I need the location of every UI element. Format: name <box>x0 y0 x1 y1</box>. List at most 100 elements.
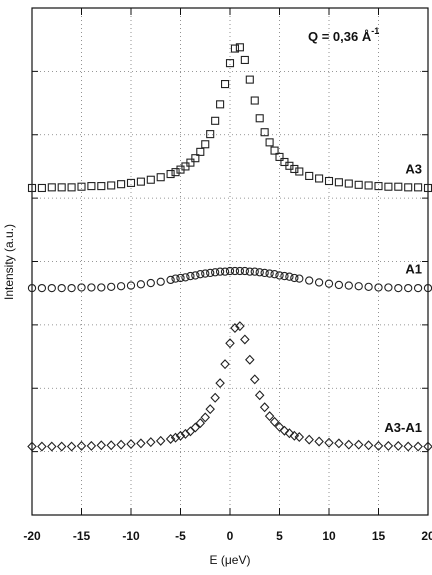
marker-circle <box>107 282 116 291</box>
data-point <box>354 180 363 189</box>
marker-diamond <box>393 440 404 451</box>
data-point <box>245 267 254 276</box>
data-point <box>260 268 269 278</box>
marker-circle <box>384 283 393 292</box>
marker-diamond <box>56 441 67 452</box>
marker-circle <box>305 276 314 285</box>
data-point <box>186 158 195 167</box>
marker-diamond <box>240 334 250 345</box>
marker-square <box>250 96 259 105</box>
data-point <box>394 182 403 191</box>
data-point <box>324 279 334 288</box>
marker-square <box>394 182 403 191</box>
data-point <box>364 282 373 291</box>
marker-diamond <box>190 422 201 433</box>
data-point <box>196 147 205 156</box>
data-point <box>304 434 314 445</box>
marker-circle <box>201 269 210 278</box>
marker-circle <box>324 279 334 288</box>
marker-square <box>156 173 165 182</box>
marker-circle <box>181 273 190 282</box>
data-point <box>87 283 96 292</box>
marker-square <box>334 178 343 187</box>
marker-square <box>117 180 126 189</box>
marker-square <box>315 174 324 183</box>
marker-circle <box>210 268 220 277</box>
marker-circle <box>37 283 47 293</box>
data-point <box>27 283 37 293</box>
marker-circle <box>206 268 215 278</box>
data-point <box>146 278 155 288</box>
marker-square <box>136 177 145 186</box>
data-point <box>136 280 146 289</box>
y-axis-label: Intensity (a.u.) <box>2 224 16 300</box>
marker-square <box>77 182 86 191</box>
data-point <box>315 174 324 183</box>
marker-circle <box>285 272 294 281</box>
data-point <box>290 273 299 283</box>
marker-square <box>27 183 37 193</box>
marker-diamond <box>200 412 211 423</box>
data-point <box>394 283 403 293</box>
data-point <box>344 179 353 188</box>
data-point <box>305 276 314 285</box>
data-point <box>230 323 240 334</box>
marker-circle <box>87 283 96 292</box>
data-point <box>57 183 66 192</box>
data-point <box>126 281 136 290</box>
data-point <box>353 439 364 450</box>
data-point <box>37 183 46 193</box>
marker-square <box>354 180 363 189</box>
data-point <box>393 440 404 451</box>
data-point <box>176 273 185 283</box>
marker-circle <box>166 275 175 285</box>
marker-diamond <box>249 374 260 385</box>
marker-diamond <box>279 425 290 436</box>
marker-circle <box>136 280 146 289</box>
data-point <box>384 283 393 292</box>
marker-circle <box>230 266 240 276</box>
data-point <box>117 180 126 189</box>
marker-square <box>201 140 210 149</box>
series-label: A3-A1 <box>384 420 422 435</box>
marker-circle <box>275 271 284 280</box>
marker-square <box>47 183 56 192</box>
marker-circle <box>394 283 403 293</box>
marker-circle <box>126 281 136 290</box>
data-point <box>245 354 255 365</box>
marker-circle <box>413 283 423 293</box>
data-point <box>270 146 279 155</box>
data-point <box>225 59 235 68</box>
annotation: Q = 0,36 Å-1 <box>308 26 379 44</box>
series-label: A3 <box>405 161 422 176</box>
marker-circle <box>186 271 195 281</box>
data-point <box>57 283 66 293</box>
data-point <box>77 283 86 292</box>
marker-square <box>87 182 96 191</box>
data-point <box>240 334 250 345</box>
marker-circle <box>404 283 413 293</box>
data-point <box>97 182 106 191</box>
marker-diamond <box>76 440 87 451</box>
data-point <box>285 272 294 281</box>
marker-diamond <box>284 428 295 439</box>
marker-square <box>290 164 299 174</box>
data-point <box>215 267 225 276</box>
marker-diamond <box>155 435 166 446</box>
data-point <box>290 164 299 174</box>
data-point <box>264 411 275 422</box>
marker-diamond <box>259 402 270 413</box>
data-point <box>404 283 413 293</box>
data-point <box>56 441 67 452</box>
marker-circle <box>215 267 225 276</box>
data-point <box>324 437 334 448</box>
data-point <box>363 440 374 451</box>
data-point <box>210 392 220 403</box>
data-point <box>260 128 269 137</box>
marker-diamond <box>96 440 107 451</box>
x-tick-label: 10 <box>322 529 336 543</box>
data-point <box>314 436 324 447</box>
data-point <box>146 175 155 184</box>
marker-diamond <box>126 439 136 450</box>
